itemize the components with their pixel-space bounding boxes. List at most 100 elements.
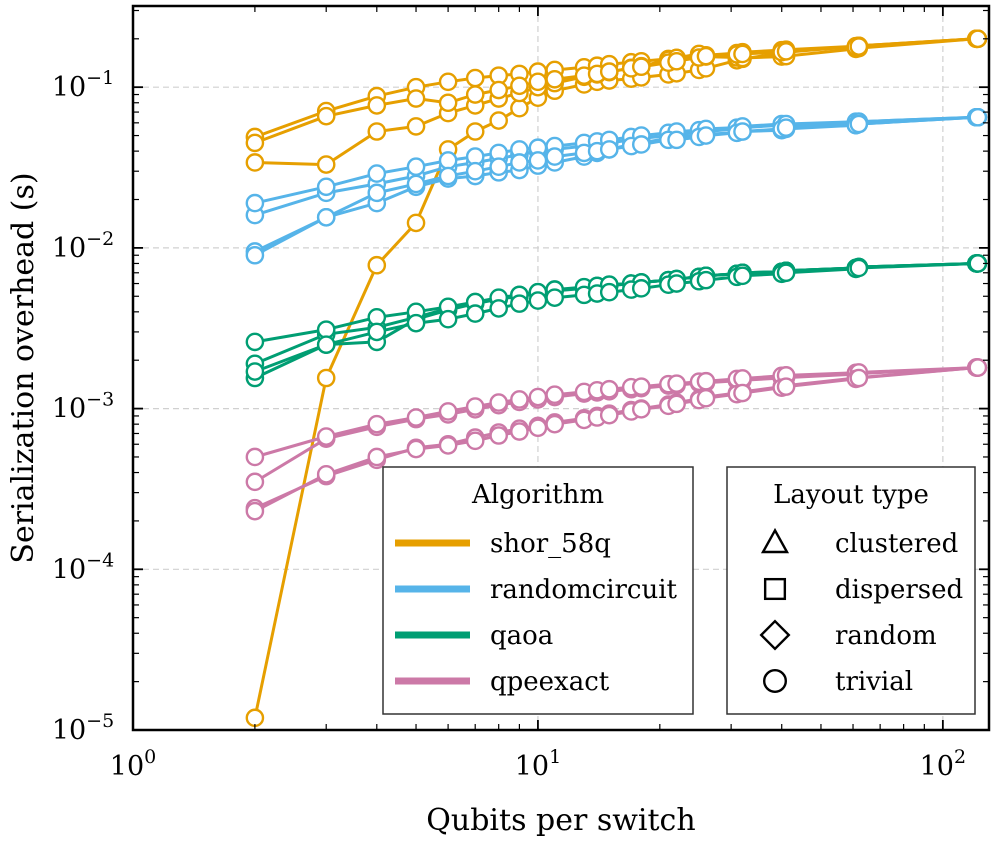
data-point xyxy=(733,383,752,403)
data-point xyxy=(733,122,752,141)
data-point xyxy=(776,42,796,61)
data-point xyxy=(465,68,485,88)
legend-layout-label: trivial xyxy=(835,667,913,697)
data-point xyxy=(406,408,426,427)
data-point xyxy=(545,414,564,434)
data-point xyxy=(631,377,651,396)
data-point xyxy=(776,377,796,396)
data-point xyxy=(489,157,508,177)
data-point xyxy=(510,390,529,409)
legend-algorithm-label: qpeexact xyxy=(490,667,610,697)
data-point xyxy=(406,117,426,136)
data-point xyxy=(245,245,265,265)
data-point xyxy=(438,166,458,186)
data-point xyxy=(316,177,336,197)
data-point xyxy=(245,133,265,153)
data-point xyxy=(631,135,651,154)
x-tick-label: 101 xyxy=(515,746,561,782)
legend-algorithm: Algorithm shor_58q randomcircuit qaoa qpeex… xyxy=(382,466,694,715)
data-point xyxy=(465,431,485,451)
data-point xyxy=(696,388,716,408)
data-point xyxy=(406,313,426,333)
data-point xyxy=(849,37,869,56)
y-tick-label: 10−4 xyxy=(52,549,114,585)
legend-layout-title: Layout type xyxy=(773,480,929,510)
data-point xyxy=(406,89,426,108)
data-point xyxy=(696,46,716,66)
data-point xyxy=(438,151,458,170)
legend-layout-label: random xyxy=(835,621,937,651)
data-point xyxy=(733,266,752,286)
series-randomcircuit-trivial xyxy=(245,107,988,265)
data-point xyxy=(849,368,869,388)
data-point xyxy=(367,96,387,115)
data-point xyxy=(696,126,716,145)
data-point xyxy=(245,501,265,521)
data-point xyxy=(465,397,485,416)
data-point xyxy=(245,332,265,352)
data-point xyxy=(599,62,619,81)
series-shor_58q-trivial xyxy=(245,29,988,153)
data-point xyxy=(367,164,387,183)
data-point xyxy=(528,387,548,407)
data-point xyxy=(510,422,529,441)
axes xyxy=(131,4,991,732)
data-point xyxy=(465,304,485,323)
data-point xyxy=(406,213,426,233)
data-point xyxy=(245,708,265,728)
ticks: 100 101 102 10−5 10−4 10−3 10−2 10−1 xyxy=(52,6,989,782)
legend-algorithm-label: shor_58q xyxy=(490,529,611,559)
legend-layout-marker-circle-icon xyxy=(763,669,788,694)
data-point xyxy=(245,153,265,172)
data-series xyxy=(245,29,988,728)
data-point xyxy=(316,465,336,484)
data-point xyxy=(631,57,651,77)
data-point xyxy=(599,379,619,399)
data-point xyxy=(489,111,508,130)
legend-algorithm-label: randomcircuit xyxy=(490,575,678,605)
data-point xyxy=(367,183,387,203)
data-point xyxy=(316,207,336,227)
y-tick-label: 10−5 xyxy=(52,710,114,746)
data-point xyxy=(631,399,651,419)
legend-layout-marker-square-icon xyxy=(763,577,787,601)
data-point xyxy=(406,174,426,194)
data-point xyxy=(245,447,265,467)
data-point xyxy=(733,44,752,64)
data-point xyxy=(545,147,564,166)
data-point xyxy=(316,335,336,354)
data-point xyxy=(316,368,336,388)
data-point xyxy=(510,76,529,96)
data-point xyxy=(599,140,619,159)
data-point xyxy=(667,394,686,414)
y-tick-label: 10−3 xyxy=(52,389,114,425)
data-point xyxy=(406,157,426,177)
legend-algorithm-label: qaoa xyxy=(490,621,553,651)
data-point xyxy=(438,436,458,455)
data-point xyxy=(545,288,564,307)
data-point xyxy=(528,291,548,310)
data-point xyxy=(489,299,508,318)
y-axis-title: Serialization overhead (s) xyxy=(6,172,41,563)
data-point xyxy=(510,153,529,172)
data-point xyxy=(367,322,387,342)
data-point xyxy=(849,114,869,134)
y-tick-label: 10−1 xyxy=(52,67,114,103)
data-point xyxy=(465,85,485,104)
series-qpeexact-random xyxy=(245,358,988,467)
data-point xyxy=(438,309,458,329)
legend-layout-marker-triangle-icon xyxy=(760,527,790,554)
data-point xyxy=(438,93,458,113)
data-point xyxy=(316,427,336,446)
x-tick-label: 100 xyxy=(110,746,156,782)
data-point xyxy=(316,106,336,126)
data-point xyxy=(367,122,387,141)
series-qaoa-trivial xyxy=(245,254,988,381)
data-point xyxy=(599,405,619,425)
data-point xyxy=(667,274,686,293)
x-axis-title: Qubits per switch xyxy=(426,803,695,838)
data-point xyxy=(489,393,508,412)
legend-layout-marker-diamond-icon xyxy=(759,619,791,651)
data-point xyxy=(367,447,387,467)
data-point xyxy=(489,426,508,445)
